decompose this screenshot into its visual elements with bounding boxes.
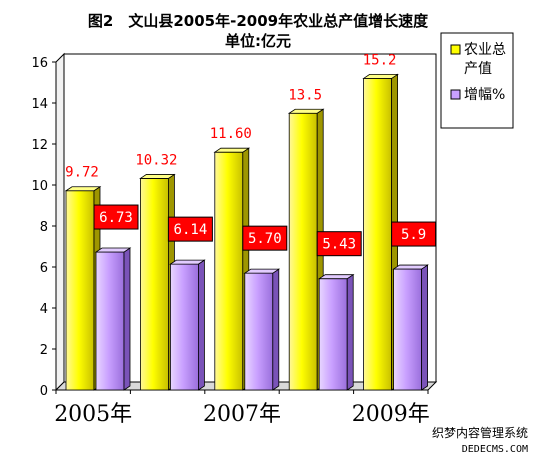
bar-growth-top (243, 268, 281, 274)
data-label-output: 15.2 (363, 52, 397, 68)
chart-title: 图2 文山县2005年-2009年农业总产值增长速度 (88, 12, 429, 30)
y-tick-label: 4 (40, 302, 48, 317)
bar-output-face (214, 151, 244, 391)
data-label-growth: 5.43 (322, 237, 356, 253)
bar-growth-face (95, 251, 125, 391)
bar-growth-top (94, 247, 132, 253)
bar-growth-top (317, 274, 355, 280)
data-label-growth-box (391, 221, 437, 247)
x-tick-label: 2007年 (203, 402, 281, 427)
y-tick-label: 16 (31, 56, 48, 71)
bar-output-face (288, 112, 318, 391)
bar-growth (317, 273, 355, 391)
bar-growth-top (169, 259, 206, 265)
watermark-line1: 织梦内容管理系统 (432, 425, 528, 440)
y-axis: 0 2 4 6 8 10 12 14 16 (31, 56, 57, 399)
bar-output-top (64, 186, 102, 192)
data-label-growth-box (167, 216, 213, 242)
legend-label-output-line2: 产值 (464, 61, 492, 77)
legend-swatch-growth (450, 89, 461, 100)
data-labels: 9.72 6.73 10.32 6.14 11.60 5.70 13.5 5.43 15.2 5.… (65, 52, 437, 257)
legend-label-growth: 增幅% (464, 87, 505, 103)
plot-wall-left (55, 52, 65, 392)
bar-growth-face (393, 268, 423, 391)
y-tick-label: 10 (31, 179, 48, 194)
chart-subtitle: 单位:亿元 (225, 32, 291, 50)
watermark-line2: DEDECMS.COM (462, 444, 528, 455)
bar-growth (169, 259, 206, 391)
bar-growth (392, 264, 429, 391)
watermark: 织梦内容管理系统 DEDECMS.COM (432, 425, 528, 455)
bar-output-top (213, 147, 251, 153)
bar-growth-side (272, 268, 280, 391)
data-label-output: 13.5 (288, 87, 322, 103)
legend-swatch-output (450, 44, 461, 55)
y-tick-label: 0 (40, 384, 48, 399)
bar-output-face (363, 78, 393, 391)
data-label-growth-box (242, 225, 288, 251)
data-label-growth: 5.70 (248, 231, 282, 247)
bar-growth-face (244, 272, 274, 391)
bar-growth-face (318, 278, 348, 391)
data-label-output: 9.72 (65, 165, 99, 181)
y-tick-label: 2 (40, 343, 48, 358)
bar-output-face (139, 178, 169, 391)
data-label-growth-box (93, 204, 139, 230)
bar-growth (94, 247, 132, 391)
bar-growth (243, 268, 281, 391)
x-tick-label: 2009年 (352, 402, 430, 427)
bar-growth-side (197, 259, 205, 391)
data-label-output: 11.60 (210, 126, 252, 142)
y-tick-label: 8 (40, 220, 48, 235)
bar-output (139, 173, 176, 391)
x-axis: 2005年 2007年 2009年 (54, 389, 430, 427)
legend: 农业总 产值 增幅% (440, 32, 514, 129)
data-label-output: 10.32 (135, 152, 177, 168)
bar-growth-side (123, 247, 131, 391)
legend-label-output-line1: 农业总 (464, 42, 506, 58)
bar-growth-top (392, 264, 429, 270)
bar-growth-face (169, 263, 199, 391)
y-tick-label: 14 (31, 97, 48, 112)
y-tick-label: 12 (31, 138, 48, 153)
bar-output (213, 147, 251, 391)
data-label-growth: 5.9 (401, 227, 426, 243)
bar-growth-side (421, 264, 429, 391)
y-tick-label: 6 (40, 261, 48, 276)
x-tick-label: 2005年 (54, 402, 132, 427)
bars (64, 73, 429, 391)
data-label-growth: 6.73 (99, 210, 133, 226)
bar-output-top (362, 74, 399, 79)
bar-output-top (287, 108, 325, 114)
data-label-growth-box (316, 231, 362, 257)
bar-output-top (139, 174, 176, 179)
bar-output-face (65, 190, 95, 391)
data-label-growth: 6.14 (174, 222, 208, 238)
bar-growth-side (346, 273, 354, 391)
